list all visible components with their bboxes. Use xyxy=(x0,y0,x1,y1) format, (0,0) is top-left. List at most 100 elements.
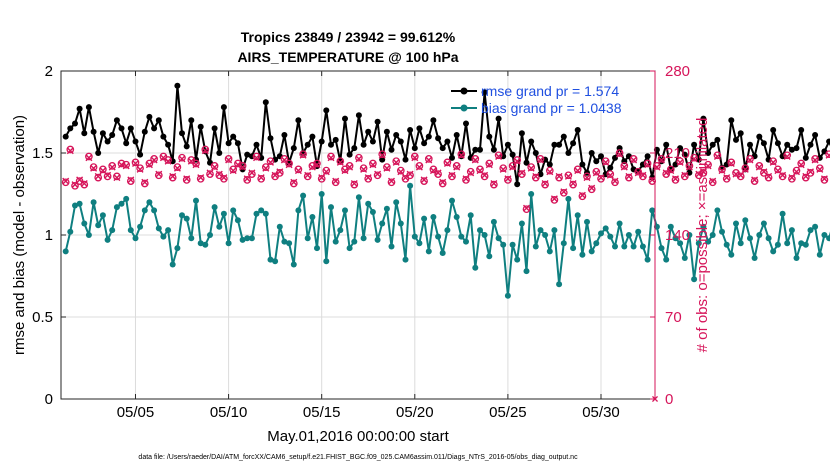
obs-possible-point xyxy=(373,171,382,180)
obs-possible-point xyxy=(145,159,154,168)
bias-point xyxy=(435,233,442,240)
bias-point xyxy=(304,235,311,242)
obs-possible-point xyxy=(718,165,726,174)
obs-possible-point xyxy=(66,145,75,154)
obs-possible-point xyxy=(653,162,661,170)
obs-possible-point xyxy=(196,174,205,183)
obs-possible-point xyxy=(396,166,405,175)
obs-assimilated-point xyxy=(541,180,549,187)
x-tick-label: 05/25 xyxy=(489,404,527,421)
rmse-point xyxy=(691,141,698,148)
bias-point xyxy=(532,243,539,250)
obs-assimilated-point xyxy=(527,164,535,172)
obs-assimilated-point xyxy=(350,180,358,187)
rmse-point xyxy=(244,151,251,158)
bias-point xyxy=(760,220,767,227)
obs-assimilated-point xyxy=(765,172,773,180)
obs-assimilated-point xyxy=(159,154,167,162)
bias-point xyxy=(756,232,763,238)
obs-possible-point xyxy=(294,165,303,174)
obs-series xyxy=(61,145,830,214)
bias-point xyxy=(579,251,586,258)
obs-assimilated-point xyxy=(685,163,693,171)
obs-possible-point xyxy=(480,172,489,181)
rmse-point xyxy=(826,138,830,145)
x-tick-label: 05/20 xyxy=(396,404,434,421)
obs-possible-point xyxy=(210,162,219,170)
bias-point xyxy=(141,207,148,214)
bias-point xyxy=(807,227,814,234)
obs-possible-point xyxy=(550,196,559,204)
legend-bias-label: bias grand pr = 1.0438 xyxy=(481,100,622,116)
obs-possible-point xyxy=(708,178,717,187)
obs-assimilated-point xyxy=(448,171,456,179)
obs-assimilated-point xyxy=(136,165,144,173)
y-right-tick-label: 280 xyxy=(665,63,690,80)
bias-point xyxy=(365,200,372,207)
rmse-point xyxy=(663,141,670,148)
bias-point xyxy=(784,240,791,247)
obs-assimilated-point xyxy=(201,147,209,155)
y-left-tick-label: 0 xyxy=(45,391,53,408)
obs-possible-point xyxy=(452,162,461,170)
bias-point xyxy=(165,227,172,234)
obs-assimilated-point xyxy=(173,164,181,172)
bias-point xyxy=(109,227,116,234)
rmse-point xyxy=(328,141,334,148)
obs-assimilated-point xyxy=(788,174,796,182)
bias-point xyxy=(677,240,684,247)
obs-assimilated-point xyxy=(825,151,830,159)
bias-point xyxy=(500,241,507,248)
bias-point xyxy=(127,227,134,234)
obs-assimilated-point xyxy=(225,156,233,164)
bias-point xyxy=(672,235,679,242)
obs-possible-point xyxy=(355,153,363,162)
obs-possible-point xyxy=(760,169,768,177)
rmse-point xyxy=(234,140,241,147)
obs-assimilated-point xyxy=(467,169,475,177)
obs-possible-point xyxy=(527,163,536,171)
bias-point xyxy=(700,223,707,230)
obs-possible-point xyxy=(820,176,829,184)
obs-possible-point xyxy=(811,155,819,163)
obs-possible-point xyxy=(657,155,666,163)
bias-point xyxy=(123,195,130,202)
obs-possible-point xyxy=(303,172,312,181)
rmse-point xyxy=(141,128,148,135)
bias-point xyxy=(411,233,418,240)
bias-point xyxy=(816,251,823,258)
obs-possible-point xyxy=(317,174,326,183)
obs-possible-point xyxy=(643,159,652,168)
rmse-point xyxy=(760,140,767,147)
bias-point xyxy=(542,232,549,238)
bias-point xyxy=(374,236,381,243)
bias-point xyxy=(593,240,600,247)
obs-zero-marker: × xyxy=(651,392,658,406)
bias-point xyxy=(151,207,158,214)
rmse-point xyxy=(397,138,404,145)
rmse-point xyxy=(709,141,716,148)
bias-point xyxy=(360,235,367,242)
obs-assimilated-point xyxy=(588,184,596,192)
rmse-point xyxy=(351,145,358,152)
obs-assimilated-point xyxy=(220,174,228,182)
obs-possible-point xyxy=(85,152,93,161)
obs-assimilated-point xyxy=(625,172,633,180)
obs-possible-point xyxy=(131,158,140,167)
rmse-point xyxy=(416,125,423,132)
rmse-point xyxy=(137,151,144,158)
obs-assimilated-point xyxy=(308,163,316,171)
obs-possible-point xyxy=(545,166,554,175)
obs-possible-point xyxy=(420,177,428,185)
chart-title-line1: Tropics 23849 / 23942 = 99.612% xyxy=(241,29,456,45)
obs-assimilated-point xyxy=(555,172,563,180)
bias-point xyxy=(81,220,88,227)
bias-point xyxy=(286,240,293,247)
obs-assimilated-point xyxy=(518,169,526,177)
obs-assimilated-point xyxy=(439,178,447,186)
bias-point xyxy=(602,225,609,232)
obs-assimilated-point xyxy=(313,161,321,169)
bias-point xyxy=(369,209,376,215)
obs-assimilated-point xyxy=(471,156,479,164)
bias-point xyxy=(174,245,181,252)
